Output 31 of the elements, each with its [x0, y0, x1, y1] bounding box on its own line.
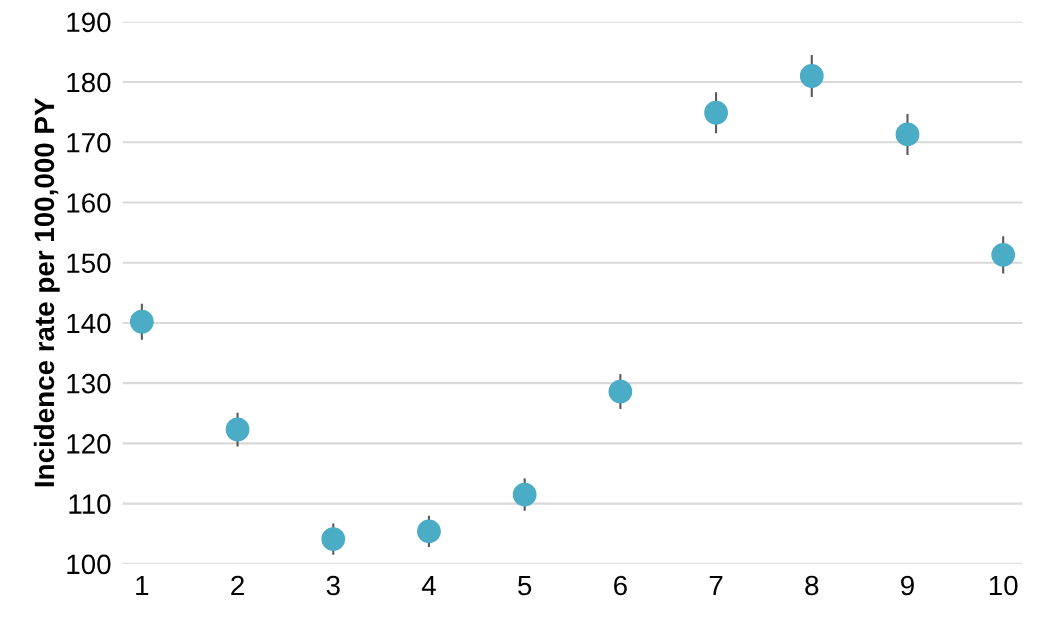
point: [608, 379, 633, 404]
point: [512, 482, 537, 507]
y-tick-label: 190: [67, 12, 111, 33]
point: [991, 242, 1016, 267]
x-tick-label: 8: [805, 575, 819, 596]
point: [799, 64, 824, 88]
x-tick-label: 7: [709, 575, 723, 596]
point: [321, 527, 346, 552]
y-tick-label: 160: [67, 193, 111, 213]
x-tick-label: 9: [901, 575, 914, 596]
point: [417, 519, 441, 544]
x-tick-label: 6: [614, 575, 627, 596]
point: [129, 309, 154, 334]
x-tick-label: 2: [231, 575, 244, 596]
y-tick-label: 130: [67, 373, 111, 394]
point: [895, 122, 920, 147]
x-tick-label: 3: [326, 575, 340, 596]
y-tick-label: 140: [67, 313, 111, 334]
x-tick-label: 1: [136, 575, 149, 596]
point: [704, 100, 728, 125]
x-tick-label: 10: [989, 575, 1018, 596]
point: [225, 417, 250, 442]
y-tick-label: 100: [67, 554, 111, 575]
y-tick-label: 180: [67, 72, 111, 93]
x-tick-label: 4: [421, 575, 436, 596]
y-tick-label: 120: [67, 434, 111, 454]
y-tick-label: 150: [67, 253, 111, 274]
y-tick-label: 110: [69, 494, 111, 514]
y-tick-label: 170: [67, 132, 111, 153]
y-axis-title: Incidence rate per 100,000 PY: [33, 97, 60, 487]
x-tick-label: 5: [518, 575, 532, 596]
